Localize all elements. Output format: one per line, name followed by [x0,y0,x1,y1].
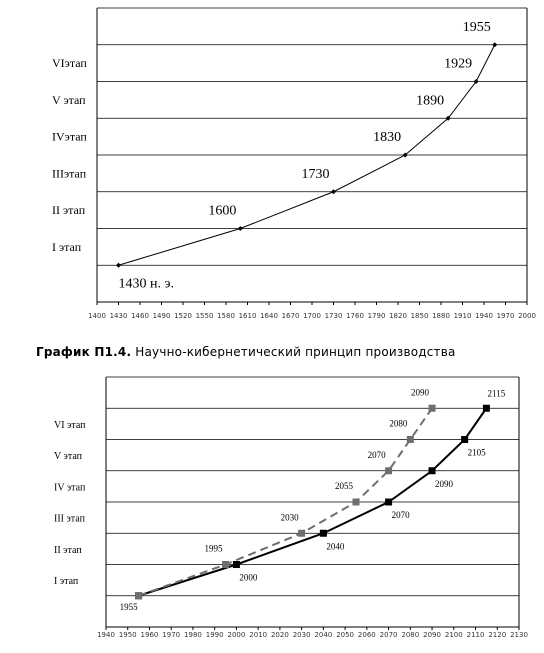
marker [445,115,451,121]
stage-label: VI этап [54,420,86,431]
x-tick-label: 1910 [454,312,472,320]
point-label: 1430 н. э. [119,276,175,291]
x-tick-label: 2130 [510,631,528,639]
x-tick-label: 2090 [423,631,441,639]
stage-label: V этап [52,93,86,107]
x-tick-label: 1940 [97,631,115,639]
marker [461,436,469,443]
marker [385,467,393,475]
stage-label: IVэтап [52,130,87,144]
marker [406,436,414,443]
point-label: 1730 [302,167,330,182]
marker [135,592,143,600]
marker [492,42,498,48]
x-tick-label: 2050 [336,631,354,639]
x-tick-label: 1950 [119,631,137,639]
x-tick-label: 1880 [432,312,450,320]
x-tick-label: 1760 [346,312,364,320]
x-tick-label: 2030 [293,631,311,639]
x-tick-label: 2000 [518,312,536,320]
x-tick-label: 2070 [380,631,398,639]
point-label: 2055 [335,481,354,491]
x-tick-label: 1610 [239,312,257,320]
point-label: 1600 [208,204,236,219]
point-label: 2115 [488,388,506,398]
x-tick-label: 1990 [206,631,224,639]
x-tick-label: 2010 [249,631,267,639]
stage-label: V этап [54,451,83,462]
x-tick-label: 2110 [467,631,485,639]
x-tick-label: 1940 [475,312,493,320]
x-tick-label: 1460 [131,312,149,320]
marker [428,467,436,475]
stage-label: VIэтап [52,56,87,70]
x-tick-label: 1850 [411,312,429,320]
x-tick-label: 1550 [196,312,214,320]
stage-label: II этап [54,545,82,556]
stage-label: III этап [54,514,86,525]
marker [298,529,306,537]
stage-label: IIIэтап [52,166,87,180]
point-label: 2030 [281,512,300,522]
x-tick-label: 1980 [184,631,202,639]
x-tick-label: 1730 [325,312,343,320]
marker [473,79,479,84]
x-tick-label: 2060 [358,631,376,639]
point-label: 2070 [368,450,387,460]
marker [385,498,393,506]
point-label: 2070 [392,510,411,520]
marker [428,404,436,412]
x-tick-label: 1430 [110,312,128,320]
marker [222,561,230,568]
caption-number: График П1.4. [36,345,131,359]
marker [482,404,490,412]
x-tick-label: 1580 [217,312,235,320]
x-tick-label: 2120 [488,631,506,639]
x-tick-label: 1670 [282,312,300,320]
point-label: 2080 [389,419,408,429]
x-tick-label: 1790 [368,312,386,320]
x-tick-label: 1700 [303,312,321,320]
marker [116,262,121,268]
x-tick-label: 1640 [260,312,278,320]
stage-label: I этап [54,576,79,587]
marker [352,498,360,506]
marker [402,152,408,158]
marker [319,529,327,537]
point-label: 1890 [416,93,444,108]
x-tick-label: 1400 [88,312,106,320]
x-tick-label: 1820 [389,312,407,320]
point-label: 2000 [239,573,258,583]
point-label: 2090 [435,479,454,489]
point-label: 1955 [120,602,139,612]
marker [232,561,240,568]
caption: График П1.4. Научно-кибернетический прин… [36,345,456,359]
marker [331,189,336,195]
x-tick-label: 1960 [141,631,159,639]
point-label: 2090 [411,387,430,397]
x-tick-label: 1970 [162,631,180,639]
x-tick-label: 1490 [153,312,171,320]
point-label: 1929 [444,57,472,72]
x-tick-label: 2100 [445,631,463,639]
x-tick-label: 1520 [174,312,192,320]
x-tick-label: 2020 [271,631,289,639]
point-label: 2105 [468,448,487,458]
point-label: 1995 [205,544,224,554]
point-label: 1830 [373,130,401,145]
x-tick-label: 2040 [314,631,332,639]
stage-label: II этап [52,203,86,217]
point-label: 1955 [463,20,491,35]
x-tick-label: 2000 [228,631,246,639]
x-tick-label: 1970 [497,312,515,320]
stage-label: IV этап [54,482,86,493]
x-tick-label: 2080 [401,631,419,639]
marker [237,226,243,231]
caption-text: Научно-кибернетический принцип производс… [135,345,455,359]
point-label: 2040 [326,541,345,551]
stage-label: I этап [52,240,82,254]
